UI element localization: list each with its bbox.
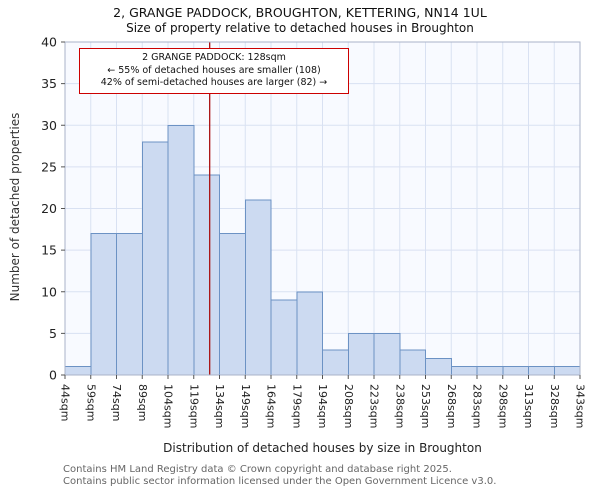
bar-134sqm <box>219 232 246 376</box>
y-tick-label: 40 <box>41 35 57 50</box>
y-tick-label: 5 <box>49 326 57 341</box>
x-tick-label: 194sqm <box>316 384 329 428</box>
y-tick-label: 30 <box>41 118 57 133</box>
x-tick-label: 74sqm <box>110 384 123 421</box>
annotation-line-2: ← 55% of detached houses are smaller (10… <box>107 64 321 76</box>
bar-328sqm <box>553 366 581 376</box>
footer-line-2: Contains public sector information licen… <box>63 475 497 487</box>
bar-104sqm <box>167 124 195 376</box>
footer-line-1: Contains HM Land Registry data © Crown c… <box>63 464 452 475</box>
x-tick-label: 208sqm <box>342 384 355 428</box>
x-tick-label: 119sqm <box>187 384 200 428</box>
x-tick-label: 283sqm <box>471 384 484 428</box>
x-tick-label: 268sqm <box>445 384 458 428</box>
x-tick-label: 59sqm <box>84 384 97 421</box>
annotation-box: 2 GRANGE PADDOCK: 128sqm ← 55% of detach… <box>79 48 349 94</box>
y-tick-label: 15 <box>41 243 57 258</box>
x-tick-label: 164sqm <box>265 384 278 428</box>
bar-74sqm <box>116 232 143 376</box>
chart-subtitle: Size of property relative to detached ho… <box>126 21 474 35</box>
bar-164sqm <box>270 299 298 376</box>
x-tick-label: 298sqm <box>496 384 509 428</box>
y-tick-label: 25 <box>41 159 57 174</box>
bar-298sqm <box>502 366 529 376</box>
bar-119sqm <box>193 174 220 376</box>
y-tick-label: 20 <box>41 201 57 216</box>
bar-89sqm <box>141 141 169 376</box>
x-tick-label: 134sqm <box>213 384 226 428</box>
bar-208sqm <box>347 332 375 376</box>
x-tick-label: 89sqm <box>136 384 149 421</box>
y-tick-label: 10 <box>41 284 57 299</box>
x-tick-label: 44sqm <box>59 384 72 421</box>
attribution-footer: Contains HM Land Registry data © Crown c… <box>63 464 496 488</box>
bar-149sqm <box>244 199 272 376</box>
bar-179sqm <box>296 291 323 376</box>
bar-313sqm <box>528 366 555 376</box>
bar-253sqm <box>425 357 452 376</box>
y-tick-label: 0 <box>49 368 57 383</box>
annotation-line-3: 42% of semi-detached houses are larger (… <box>100 77 328 89</box>
bar-268sqm <box>450 366 478 376</box>
x-tick-label: 313sqm <box>522 384 535 428</box>
x-axis-title: Distribution of detached houses by size … <box>163 441 482 455</box>
bar-238sqm <box>399 349 426 376</box>
x-tick-label: 238sqm <box>393 384 406 428</box>
chart-title: 2, GRANGE PADDOCK, BROUGHTON, KETTERING,… <box>113 5 487 20</box>
x-tick-label: 253sqm <box>419 384 432 428</box>
x-tick-label: 149sqm <box>239 384 252 428</box>
x-tick-label: 179sqm <box>290 384 303 428</box>
x-tick-label: 343sqm <box>574 384 587 428</box>
y-axis-title: Number of detached properties <box>8 112 22 302</box>
y-tick-label: 35 <box>41 76 57 91</box>
bar-44sqm <box>64 366 92 376</box>
bar-194sqm <box>322 349 349 376</box>
bar-59sqm <box>90 232 117 376</box>
bar-283sqm <box>476 366 504 376</box>
x-tick-label: 328sqm <box>548 384 561 428</box>
annotation-line-1: 2 GRANGE PADDOCK: 128sqm <box>142 52 286 63</box>
x-tick-label: 223sqm <box>368 384 381 428</box>
bar-223sqm <box>373 332 401 376</box>
x-tick-label: 104sqm <box>162 384 175 428</box>
